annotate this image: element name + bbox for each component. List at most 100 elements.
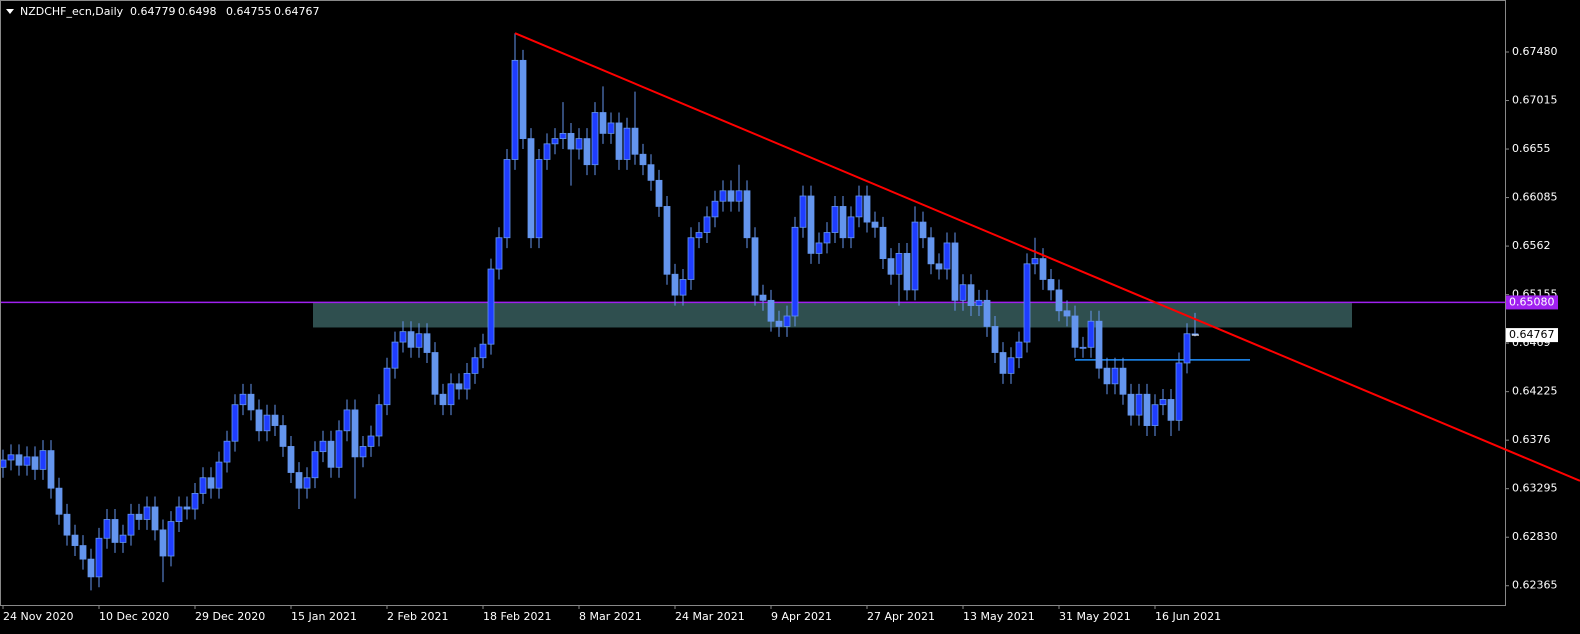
x-tick-label: 16 Jun 2021	[1155, 610, 1221, 623]
y-tick-label: 0.6562	[1512, 239, 1551, 252]
candle-body	[703, 216, 711, 233]
candle-body	[887, 258, 895, 275]
candle-body	[927, 237, 935, 265]
price-tag	[1506, 328, 1558, 343]
candle-body	[119, 534, 127, 543]
candle-body	[271, 414, 279, 426]
candle-body	[823, 232, 831, 244]
candle-body	[159, 529, 167, 557]
level-tag-label: 0.65080	[1509, 295, 1555, 308]
chart-title: NZDCHF_ecn,Daily	[20, 5, 124, 18]
candle-body	[671, 273, 679, 296]
candle-body	[655, 179, 663, 207]
candle-body	[103, 519, 111, 539]
candle-body	[559, 132, 567, 140]
candle-body	[1127, 393, 1135, 416]
candle-body	[687, 237, 695, 280]
candle-body	[327, 440, 335, 468]
candle-body	[287, 446, 295, 473]
candle-body	[55, 487, 63, 515]
candle-body	[1111, 367, 1119, 385]
candle-body	[247, 393, 255, 411]
candle-body	[383, 367, 391, 406]
candle-body	[127, 513, 135, 536]
candle-body	[255, 409, 263, 432]
candle-body	[367, 435, 375, 447]
price-tag-label: 0.64767	[1509, 328, 1555, 341]
candle-body	[279, 425, 287, 447]
candle-body	[167, 521, 175, 557]
candle-body	[767, 299, 775, 322]
candle-body	[1071, 315, 1079, 348]
candle-body	[191, 492, 199, 510]
x-tick-label: 18 Feb 2021	[483, 610, 551, 623]
candle-body	[415, 333, 423, 348]
candle-body	[471, 357, 479, 374]
candle-body	[623, 127, 631, 160]
candle-body	[991, 326, 999, 353]
candle-body	[1023, 263, 1031, 343]
plot-border	[0, 0, 1506, 606]
candle-body	[503, 159, 511, 239]
candle-body	[775, 320, 783, 327]
candle-body	[375, 404, 383, 437]
candle-body	[719, 190, 727, 202]
candle-body	[0, 459, 7, 468]
candle-body	[551, 138, 559, 145]
candle-body	[407, 331, 415, 348]
candle-body	[1007, 357, 1015, 374]
y-tick-label: 0.62365	[1512, 579, 1558, 592]
x-tick-label: 10 Dec 2020	[99, 610, 169, 623]
candle-body	[319, 440, 327, 453]
level-tag	[1506, 295, 1558, 310]
candle-body	[479, 343, 487, 359]
candle-body	[871, 221, 879, 228]
candle-body	[679, 279, 687, 296]
x-tick-label: 31 May 2021	[1059, 610, 1131, 623]
candle-body	[135, 513, 143, 520]
header-arrow	[6, 9, 14, 14]
candle-body	[1079, 346, 1087, 349]
candle-body	[1015, 341, 1023, 359]
zone	[313, 302, 1352, 328]
candle-body	[543, 143, 551, 160]
candle-body	[903, 252, 911, 291]
candle-body	[791, 226, 799, 317]
candle-body	[351, 409, 359, 458]
candle-body	[263, 414, 271, 432]
candle-body	[31, 456, 39, 470]
candle-body	[15, 454, 23, 466]
plot-area	[0, 33, 1505, 591]
candle-body	[151, 506, 159, 531]
candle-body	[1135, 393, 1143, 416]
candle-body	[863, 195, 871, 223]
y-tick-label: 0.67480	[1512, 45, 1558, 58]
y-tick-label: 0.62830	[1512, 530, 1558, 543]
candle-body	[639, 153, 647, 166]
candle-body	[455, 383, 463, 390]
candle-body	[1183, 333, 1191, 364]
candle-body	[895, 252, 903, 275]
candle-body	[207, 477, 215, 489]
candle-body	[7, 454, 15, 461]
candle-body	[175, 506, 183, 522]
candle-body	[23, 456, 31, 466]
candle-body	[343, 409, 351, 432]
candle-body	[919, 221, 927, 239]
x-tick-label: 24 Nov 2020	[3, 610, 73, 623]
candle-body	[439, 393, 447, 406]
candle-body	[983, 299, 991, 327]
candle-body	[71, 534, 79, 546]
candle-body	[1167, 399, 1175, 421]
candle-body	[575, 138, 583, 150]
candle-body	[223, 440, 231, 463]
candle-body	[935, 263, 943, 270]
candle-body	[1175, 362, 1183, 421]
candle-body	[79, 545, 87, 560]
y-tick-label: 0.6376	[1512, 433, 1551, 446]
candle-body	[855, 195, 863, 218]
candle-body	[695, 232, 703, 239]
candle-body	[599, 112, 607, 134]
candle-body	[47, 450, 55, 489]
